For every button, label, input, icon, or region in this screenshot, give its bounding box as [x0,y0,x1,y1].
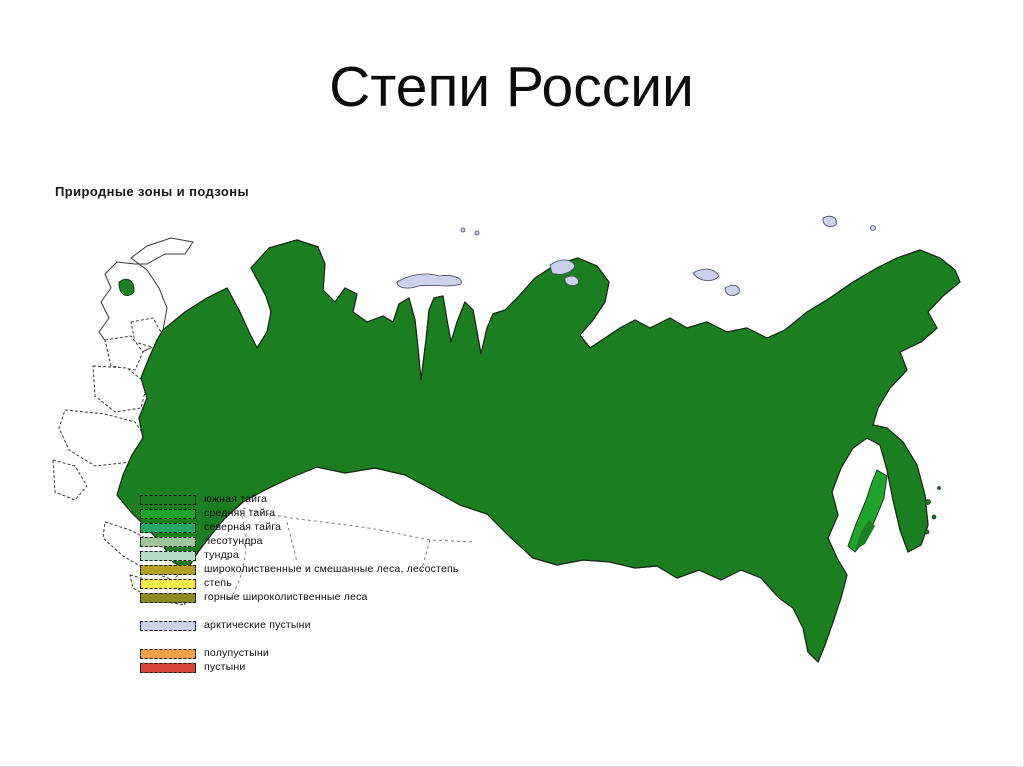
legend-swatch-semidesert [140,648,196,659]
legend-swatch-northern-taiga [140,522,196,533]
arctic-islands [396,215,876,296]
legend-row-broadleaf: широколиственные и смешанные леса, лесос… [140,564,470,575]
legend-swatch-tundra [140,550,196,561]
legend-swatch-forest-tundra [140,536,196,547]
legend-label: северная тайга [204,521,282,533]
kuril-islands [924,486,941,535]
central-asia-borders [229,507,476,601]
legend-label: лесотундра [204,535,263,547]
legend-swatch-desert [140,662,196,673]
legend-row-desert: пустыни [140,662,470,673]
page-title: Степи России [329,55,694,119]
legend-swatch-broadleaf [140,564,196,575]
legend-label: тундра [204,549,239,561]
legend-swatch-mountain-broadleaf [140,592,196,603]
legend-label: южная тайга [204,493,268,505]
legend-row-tundra: тундра [140,550,470,561]
legend-label: средняя тайга [204,507,276,519]
legend-row-south-taiga: южная тайга [140,494,470,505]
legend-row-mountain-broadleaf: горные широколиственные леса [140,592,470,603]
legend-label: пустыни [204,661,246,673]
map-title-label: Природные зоны и подзоны [55,184,249,199]
legend-swatch-arctic-desert [140,620,196,631]
legend-label: горные широколиственные леса [204,591,368,603]
legend-label: широколиственные и смешанные леса, лесос… [204,563,459,575]
sakhalin-island [847,469,888,553]
map-legend: южная тайга средняя тайга северная тайга… [140,494,470,676]
norway-coast-green-patch [118,278,135,296]
legend-row-semidesert: полупустыни [140,648,470,659]
legend-label: арктические пустыни [204,619,311,631]
legend-row-middle-taiga: средняя тайга [140,508,470,519]
legend-row-arctic-desert: арктические пустыни [140,620,470,631]
legend-swatch-south-taiga [140,494,196,505]
eastern-europe-outline [52,317,162,501]
legend-label: степь [204,577,232,589]
legend-row-forest-tundra: лесотундра [140,536,470,547]
legend-row-steppe: степь [140,578,470,589]
legend-row-northern-taiga: северная тайга [140,522,470,533]
legend-swatch-steppe [140,578,196,589]
legend-label: полупустыни [204,647,269,659]
russia-natural-zones-map [52,215,961,663]
legend-swatch-middle-taiga [140,508,196,519]
